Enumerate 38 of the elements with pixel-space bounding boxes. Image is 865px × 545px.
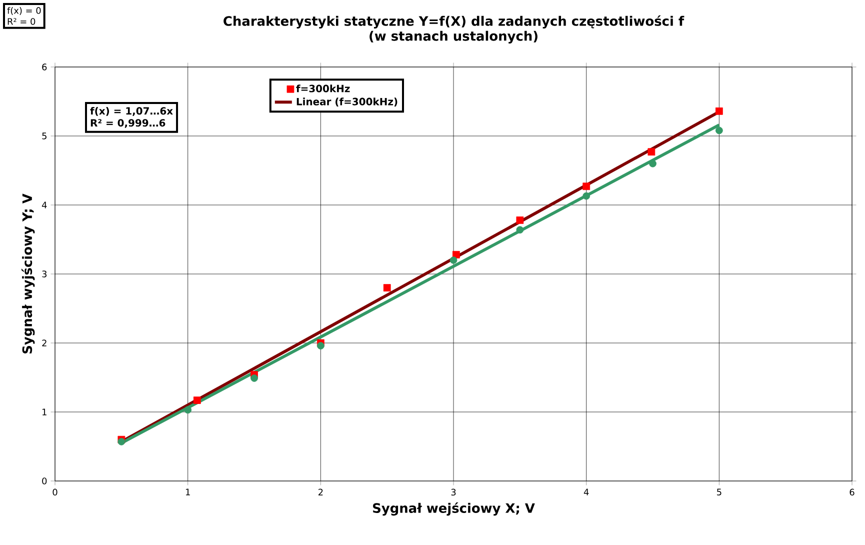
x-tick-label: 2	[318, 488, 323, 496]
point	[582, 192, 590, 200]
y-tick-label: 0	[42, 478, 47, 484]
point	[516, 226, 524, 234]
chart-subtitle: (w stanach ustalonych)	[370, 30, 538, 44]
point	[582, 182, 590, 190]
y-tick-label: 2	[42, 340, 46, 346]
x-tick-label: 6	[850, 488, 854, 496]
point	[715, 107, 723, 115]
x-tick-label: 4	[584, 488, 589, 496]
point	[648, 148, 656, 156]
chart-title: Charakterystyki statyczne Y=f(X) dla zadanych częstotliwości f	[224, 15, 684, 29]
point	[715, 126, 723, 134]
y-tick-label: 1	[42, 408, 46, 416]
x-tick-label: 5	[717, 488, 722, 496]
annotation: f(x) = 1,07…6x	[90, 106, 173, 116]
point	[193, 396, 201, 404]
x-tick-label: 1	[186, 488, 190, 496]
point	[316, 342, 324, 350]
text: R² = 0	[8, 18, 36, 25]
x-tick-label: 0	[52, 488, 58, 496]
point	[450, 256, 458, 264]
legend-label: Linear (f=300kHz)	[296, 98, 398, 107]
point	[250, 374, 258, 382]
y-tick-label: 4	[42, 202, 47, 208]
y-tick-label: 5	[42, 132, 46, 140]
point	[383, 284, 391, 292]
point	[516, 216, 524, 224]
point	[184, 406, 192, 414]
y-tick-label: 6	[42, 64, 47, 70]
y-tick-label: 3	[42, 270, 47, 278]
text: f(x) = 0	[7, 6, 41, 15]
x-axis-title: Sygnał wejściowy X; V	[373, 502, 535, 516]
y-axis-title: Sygnał wyjściowy Y; V	[21, 194, 35, 354]
point	[649, 160, 656, 168]
annotation: R² = 0,999…6	[90, 119, 166, 128]
x-tick-label: 3	[451, 488, 456, 496]
legend-label: f=300kHz	[296, 84, 350, 92]
